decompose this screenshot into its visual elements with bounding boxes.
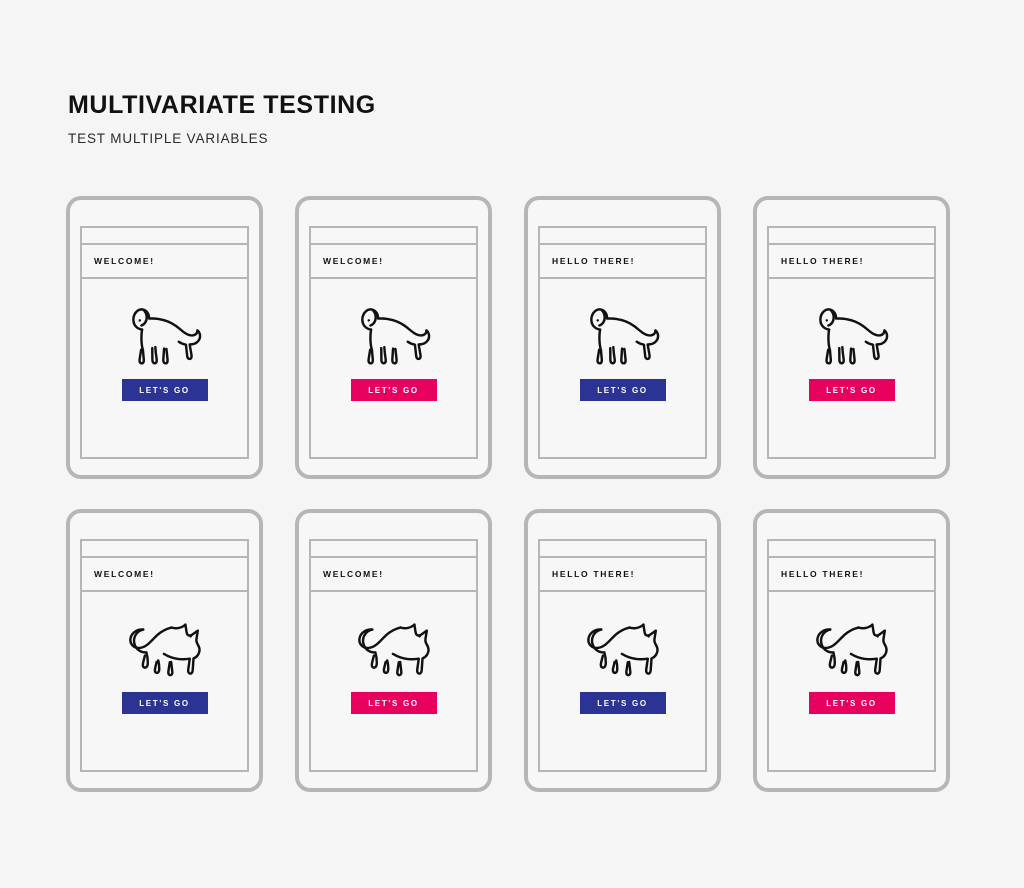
screen-body: LET'S GO	[82, 592, 247, 770]
headline-bar: HELLO THERE!	[540, 245, 705, 279]
headline-text: WELCOME!	[94, 256, 155, 266]
page-title: MULTIVARIATE TESTING	[68, 91, 376, 119]
variant-card[interactable]: HELLO THERE! LET'S GO	[753, 196, 950, 479]
headline-bar: HELLO THERE!	[769, 245, 934, 279]
screen-body: LET'S GO	[769, 592, 934, 770]
status-bar	[540, 228, 705, 245]
lets-go-button[interactable]: LET'S GO	[808, 692, 895, 714]
dog-icon	[580, 301, 666, 367]
headline-text: WELCOME!	[323, 569, 384, 579]
variant-card[interactable]: WELCOME! LET'S GO	[295, 196, 492, 479]
screen-body: LET'S GO	[769, 279, 934, 457]
dog-icon	[351, 301, 437, 367]
headline-bar: WELCOME!	[82, 245, 247, 279]
lets-go-button-label: LET'S GO	[368, 385, 419, 395]
status-bar	[82, 228, 247, 245]
screen-body: LET'S GO	[311, 592, 476, 770]
lets-go-button[interactable]: LET'S GO	[121, 692, 208, 714]
page-subtitle: TEST MULTIPLE VARIABLES	[68, 130, 269, 146]
headline-bar: WELCOME!	[82, 558, 247, 592]
dog-icon	[122, 301, 208, 367]
phone-screen: WELCOME! LET'S GO	[80, 539, 249, 772]
screen-body: LET'S GO	[540, 279, 705, 457]
phone-screen: WELCOME! LET'S GO	[309, 539, 478, 772]
lets-go-button-label: LET'S GO	[139, 385, 190, 395]
headline-text: HELLO THERE!	[552, 569, 636, 579]
phone-screen: HELLO THERE! LET'S GO	[767, 539, 936, 772]
phone-screen: HELLO THERE! LET'S GO	[538, 539, 707, 772]
headline-bar: WELCOME!	[311, 245, 476, 279]
headline-bar: WELCOME!	[311, 558, 476, 592]
variant-card[interactable]: HELLO THERE! LET'S GO	[524, 196, 721, 479]
lets-go-button-label: LET'S GO	[597, 385, 648, 395]
lets-go-button[interactable]: LET'S GO	[579, 379, 666, 401]
lets-go-button[interactable]: LET'S GO	[121, 379, 208, 401]
variant-card[interactable]: HELLO THERE! LET'S GO	[524, 509, 721, 792]
lets-go-button-label: LET'S GO	[826, 385, 877, 395]
lets-go-button[interactable]: LET'S GO	[350, 379, 437, 401]
headline-text: WELCOME!	[323, 256, 384, 266]
cat-icon	[351, 614, 437, 680]
status-bar	[769, 228, 934, 245]
screen-body: LET'S GO	[540, 592, 705, 770]
headline-text: WELCOME!	[94, 569, 155, 579]
screen-body: LET'S GO	[82, 279, 247, 457]
page-header: MULTIVARIATE TESTING TEST MULTIPLE VARIA…	[68, 91, 376, 146]
cat-icon	[809, 614, 895, 680]
status-bar	[540, 541, 705, 558]
status-bar	[311, 228, 476, 245]
headline-text: HELLO THERE!	[781, 569, 865, 579]
lets-go-button[interactable]: LET'S GO	[579, 692, 666, 714]
lets-go-button[interactable]: LET'S GO	[350, 692, 437, 714]
variant-card[interactable]: WELCOME! LET'S GO	[66, 509, 263, 792]
variant-card[interactable]: HELLO THERE! LET'S GO	[753, 509, 950, 792]
variant-card[interactable]: WELCOME! LET'S GO	[295, 509, 492, 792]
headline-text: HELLO THERE!	[781, 256, 865, 266]
cat-icon	[122, 614, 208, 680]
headline-bar: HELLO THERE!	[540, 558, 705, 592]
status-bar	[311, 541, 476, 558]
lets-go-button-label: LET'S GO	[826, 698, 877, 708]
lets-go-button-label: LET'S GO	[597, 698, 648, 708]
phone-screen: WELCOME! LET'S GO	[309, 226, 478, 459]
status-bar	[82, 541, 247, 558]
lets-go-button[interactable]: LET'S GO	[808, 379, 895, 401]
screen-body: LET'S GO	[311, 279, 476, 457]
cat-icon	[580, 614, 666, 680]
headline-bar: HELLO THERE!	[769, 558, 934, 592]
status-bar	[769, 541, 934, 558]
dog-icon	[809, 301, 895, 367]
variant-card[interactable]: WELCOME! LET'S GO	[66, 196, 263, 479]
variant-card-grid: WELCOME! LET'S GO WELCOME! LET'S GO HELLO TH…	[66, 196, 958, 792]
lets-go-button-label: LET'S GO	[139, 698, 190, 708]
headline-text: HELLO THERE!	[552, 256, 636, 266]
phone-screen: HELLO THERE! LET'S GO	[538, 226, 707, 459]
phone-screen: HELLO THERE! LET'S GO	[767, 226, 936, 459]
lets-go-button-label: LET'S GO	[368, 698, 419, 708]
phone-screen: WELCOME! LET'S GO	[80, 226, 249, 459]
